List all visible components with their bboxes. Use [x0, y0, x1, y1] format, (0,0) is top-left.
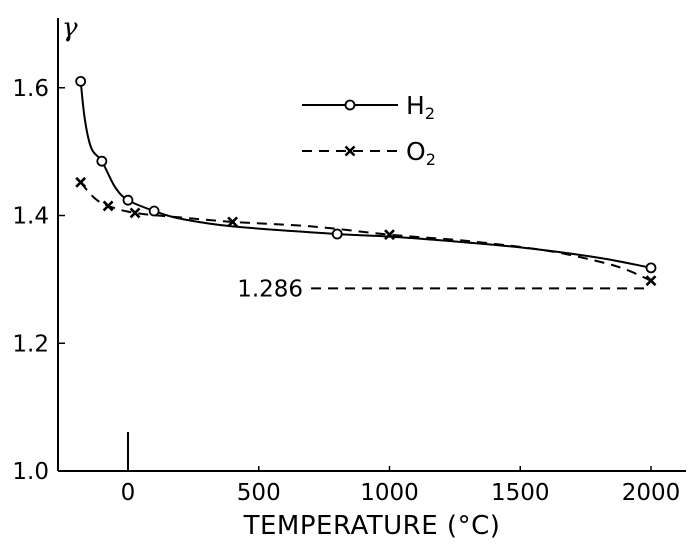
series-o2-point [129, 207, 141, 219]
y-tick-label: 1.2 [12, 331, 49, 357]
y-tick-label: 1.6 [12, 76, 49, 102]
legend-h2-label: H2 [406, 91, 435, 123]
y-tick-label: 1.0 [12, 459, 49, 485]
x-axis-title: TEMPERATURE (°C) [243, 511, 501, 541]
legend-h2-marker [344, 99, 356, 111]
series-o2-point [227, 216, 239, 228]
series-o2-point [384, 229, 395, 241]
y-tick-label: 1.4 [12, 204, 49, 230]
series-h2-point [122, 194, 134, 206]
series-layer [75, 75, 657, 287]
reference-label: 1.286 [237, 276, 303, 302]
reference-annotation: 1.286 [237, 276, 651, 302]
legend: H2 O2 [302, 91, 436, 169]
legend-o2-label: O2 [406, 137, 436, 169]
y-axis-title: γ [62, 13, 78, 43]
axes [57, 18, 686, 472]
series-h2-point [331, 228, 343, 240]
ticks: 0 500 1000 1500 2000 1.0 1.2 1.4 1.6 [12, 76, 680, 506]
legend-o2-marker [344, 145, 356, 157]
series-h2-point [96, 155, 108, 167]
series-o2-point [102, 200, 114, 212]
legend-o2-text: O [406, 137, 426, 166]
legend-h2-text: H [406, 91, 425, 120]
legend-o2-subscript: 2 [426, 150, 436, 169]
x-tick-label: 1500 [491, 480, 550, 506]
x-tick-label: 500 [237, 480, 281, 506]
series-h2-point [148, 205, 160, 217]
series-o2-point [75, 176, 87, 188]
series-o2-line [79, 181, 652, 282]
series-h2-point [645, 262, 657, 274]
x-tick-label: 0 [121, 480, 136, 506]
series-o2-point [645, 275, 657, 287]
legend-h2-subscript: 2 [425, 104, 435, 123]
x-tick-label: 1000 [360, 480, 419, 506]
series-h2-line [79, 81, 652, 269]
series-h2-point [75, 75, 87, 87]
x-tick-label: 2000 [622, 480, 681, 506]
